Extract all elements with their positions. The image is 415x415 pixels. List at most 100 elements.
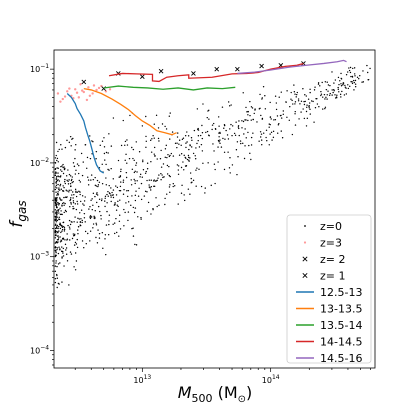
z3-point — [91, 92, 94, 95]
z0-point — [75, 208, 78, 211]
z0-point — [285, 101, 287, 103]
z0-point — [305, 110, 308, 113]
z0-point — [221, 106, 224, 108]
z0-point — [248, 144, 250, 147]
z0-point — [88, 208, 90, 210]
z0-point — [326, 81, 328, 83]
z0-point — [127, 189, 130, 192]
z0-point — [296, 91, 299, 94]
z0-point — [152, 207, 154, 210]
z0-point — [64, 196, 67, 198]
z0-point — [84, 196, 86, 198]
z0-point — [218, 125, 220, 127]
z0-point — [195, 147, 197, 149]
z0-point — [63, 230, 66, 232]
z0-point — [345, 93, 348, 95]
z0-point — [136, 171, 138, 173]
z0-point — [57, 172, 59, 174]
z0-point — [80, 200, 82, 203]
z0-point — [79, 224, 82, 227]
z0-point — [142, 159, 144, 161]
z0-point — [319, 85, 321, 87]
z0-point — [187, 188, 190, 190]
z3-point — [92, 84, 96, 87]
z0-point — [90, 174, 93, 176]
z0-point — [333, 82, 335, 84]
z0-point — [217, 146, 219, 148]
z0-point — [166, 164, 169, 167]
z0-point — [101, 183, 104, 185]
z0-point — [238, 127, 240, 130]
z0-point — [229, 128, 231, 130]
z0-point — [80, 209, 83, 211]
z0-point — [70, 189, 72, 191]
z0-point — [101, 232, 104, 234]
z0-point — [100, 199, 103, 202]
z0-point — [126, 195, 129, 198]
z0-point — [238, 120, 240, 122]
z0-point — [178, 154, 181, 156]
z0-point — [64, 243, 67, 246]
z0-point — [247, 114, 249, 116]
z0-point — [323, 93, 326, 96]
z0-point — [81, 221, 83, 224]
z0-point — [128, 157, 131, 160]
z0-point — [112, 178, 114, 180]
z3-point — [75, 91, 79, 94]
z0-point — [58, 218, 60, 220]
z0-point — [66, 179, 68, 181]
z0-point — [207, 110, 209, 112]
z0-point — [72, 181, 74, 183]
z0-point — [67, 224, 69, 227]
z0-point — [193, 129, 196, 132]
z0-point — [132, 206, 135, 209]
legend-entry-6: 13.5-14 — [296, 319, 362, 332]
z0-point — [230, 104, 232, 106]
z0-point — [169, 184, 171, 186]
z0-point — [251, 107, 254, 109]
z0-point — [90, 179, 92, 181]
z0-point — [339, 80, 341, 82]
z0-point — [132, 235, 135, 237]
z0-point — [55, 217, 57, 219]
z0-point — [262, 132, 265, 134]
z0-point — [309, 113, 311, 115]
z0-point — [233, 132, 236, 135]
z3-point — [85, 98, 89, 102]
z0-point — [320, 90, 322, 93]
z0-point — [343, 94, 346, 96]
z0-point — [146, 191, 148, 193]
z0-point — [126, 162, 128, 164]
z0-point — [250, 106, 253, 108]
z0-point — [201, 137, 204, 140]
z0-point — [176, 146, 178, 149]
z0-point — [92, 227, 94, 229]
z0-point — [56, 239, 59, 241]
z0-point — [178, 143, 180, 145]
z0-point — [252, 118, 254, 121]
z0-point — [81, 195, 84, 197]
z0-point — [98, 232, 101, 235]
z0-point — [55, 214, 58, 216]
z0-point — [184, 135, 187, 137]
z0-point — [57, 231, 59, 234]
z0-point — [291, 99, 293, 102]
z0-point — [70, 179, 73, 182]
z0-point — [115, 217, 117, 220]
z0-point — [331, 94, 333, 96]
z0-point — [89, 206, 91, 208]
z0-point — [250, 119, 252, 121]
legend-label: 14-14.5 — [320, 336, 362, 349]
z0-point — [140, 218, 142, 220]
z0-point — [328, 94, 331, 96]
z0-point — [249, 100, 251, 103]
z0-point — [306, 106, 308, 108]
z0-point — [69, 175, 72, 177]
z0-point — [71, 194, 73, 196]
z0-point — [63, 228, 66, 231]
z0-point — [214, 182, 216, 185]
z0-point — [148, 179, 151, 181]
series-2 — [81, 61, 306, 85]
z0-point — [206, 130, 209, 133]
z0-point — [60, 210, 62, 212]
